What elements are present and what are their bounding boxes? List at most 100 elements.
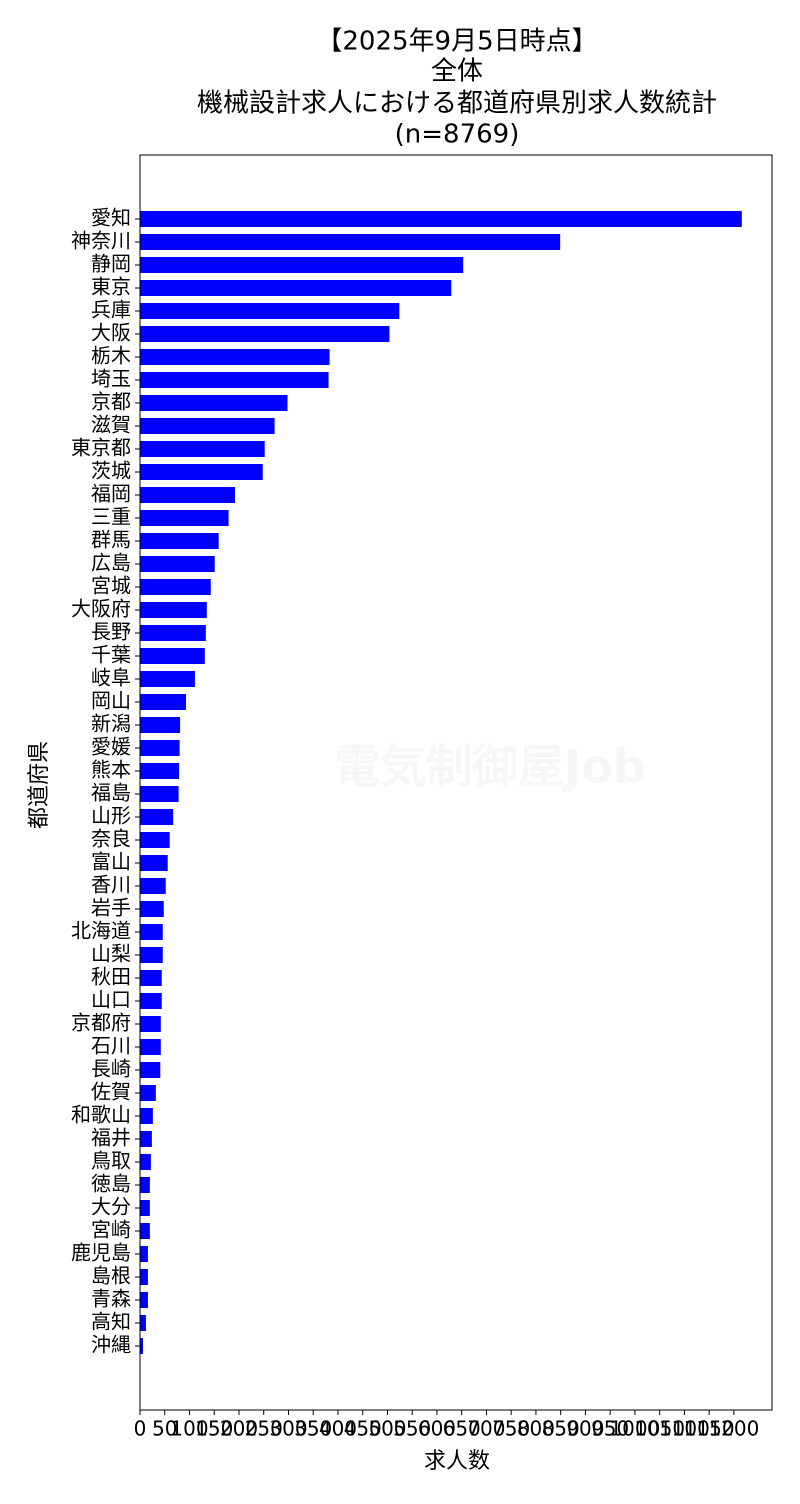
x-tick-label: 800 [517, 1417, 555, 1441]
bar [140, 763, 180, 779]
x-tick-label: 1000 [609, 1417, 660, 1441]
y-tick-label: 山形 [91, 804, 131, 828]
bar [140, 809, 174, 825]
bar [140, 1223, 150, 1239]
bar [140, 740, 180, 756]
bar [140, 832, 170, 848]
bar [140, 878, 166, 894]
bar [140, 717, 181, 733]
bar [140, 993, 162, 1009]
bar [140, 1177, 150, 1193]
x-tick-label: 300 [269, 1417, 307, 1441]
bar [140, 1085, 156, 1101]
bar [140, 326, 390, 342]
bar [140, 579, 211, 595]
x-axis-label: 求人数 [424, 1449, 490, 1474]
x-tick-label: 200 [220, 1417, 258, 1441]
y-axis-label: 都道府県 [27, 741, 52, 829]
y-tick-label: 兵庫 [91, 298, 131, 322]
bar [140, 349, 330, 365]
y-tick-label: 高知 [91, 1310, 131, 1334]
bar [140, 280, 452, 296]
y-tick-label: 熊本 [91, 758, 131, 782]
bar [140, 1016, 161, 1032]
y-tick-label: 千葉 [91, 643, 131, 667]
bar [140, 1062, 161, 1078]
y-tick-label: 群馬 [91, 528, 131, 552]
y-tick-label: 東京 [91, 275, 131, 299]
x-tick-label: 50 [152, 1417, 177, 1441]
x-tick-label: 350 [294, 1417, 332, 1441]
bar [140, 947, 163, 963]
y-tick-label: 神奈川 [71, 229, 131, 253]
x-tick-label: 100 [170, 1417, 208, 1441]
y-tick-label: 大阪府 [71, 597, 131, 621]
y-tick-label: 茨城 [91, 459, 131, 483]
bar [140, 671, 195, 687]
y-tick-label: 北海道 [71, 919, 131, 943]
bar [140, 625, 206, 641]
y-tick-label: 佐賀 [91, 1080, 131, 1104]
y-tick-label: 島根 [91, 1264, 131, 1288]
bar [140, 694, 187, 710]
y-tick-label: 長野 [91, 620, 131, 644]
x-tick-label: 1200 [708, 1417, 759, 1441]
y-tick-label: 岐阜 [91, 666, 131, 690]
bar [140, 1246, 148, 1262]
x-tick-label: 850 [542, 1417, 580, 1441]
x-tick-label: 250 [245, 1417, 283, 1441]
bar [140, 487, 236, 503]
x-tick-label: 900 [566, 1417, 604, 1441]
x-tick-label: 1050 [634, 1417, 685, 1441]
y-tick-label: 富山 [91, 850, 131, 874]
x-tick-label: 1100 [659, 1417, 710, 1441]
bar [140, 303, 400, 319]
y-tick-label: 新潟 [91, 712, 131, 736]
x-tick-label: 0 [134, 1417, 147, 1441]
y-tick-label: 福島 [91, 781, 131, 805]
y-tick-label: 沖縄 [91, 1333, 131, 1357]
x-tick-label: 750 [492, 1417, 530, 1441]
bar [140, 234, 561, 250]
bar [140, 556, 215, 572]
y-tick-label: 三重 [91, 505, 131, 529]
bar [140, 1338, 143, 1354]
y-tick-label: 愛媛 [91, 735, 131, 759]
bar [140, 855, 168, 871]
bar [140, 924, 163, 940]
y-tick-label: 静岡 [91, 252, 131, 276]
x-tick-label: 650 [443, 1417, 481, 1441]
y-tick-label: 青森 [91, 1287, 131, 1311]
y-tick-label: 滋賀 [91, 413, 131, 437]
bar [140, 395, 288, 411]
y-tick-label: 石川 [91, 1034, 131, 1058]
bar [140, 1039, 161, 1055]
bar [140, 211, 742, 227]
y-tick-label: 福岡 [91, 482, 131, 506]
y-tick-label: 鳥取 [91, 1149, 131, 1173]
y-tick-label: 福井 [91, 1126, 131, 1150]
bar [140, 1200, 150, 1216]
bar [140, 602, 207, 618]
bar [140, 1131, 152, 1147]
y-tick-label: 東京都 [71, 436, 131, 460]
plot-frame [139, 154, 773, 1411]
y-tick-label: 徳島 [91, 1172, 131, 1196]
y-tick-label: 京都 [91, 390, 131, 414]
bar [140, 786, 179, 802]
watermark: 電気制御屋Job [334, 740, 646, 794]
chart-title: 【2025年9月5日時点】 [316, 27, 597, 57]
bar [140, 1292, 148, 1308]
x-tick-label: 700 [467, 1417, 505, 1441]
x-tick-label: 500 [368, 1417, 406, 1441]
y-tick-label: 岩手 [91, 896, 131, 920]
bar [140, 464, 263, 480]
bar [140, 1269, 148, 1285]
bar [140, 510, 229, 526]
y-tick-label: 奈良 [91, 827, 131, 851]
bar [140, 372, 329, 388]
x-tick-label: 400 [319, 1417, 357, 1441]
y-tick-label: 埼玉 [91, 367, 131, 391]
bar [140, 441, 265, 457]
